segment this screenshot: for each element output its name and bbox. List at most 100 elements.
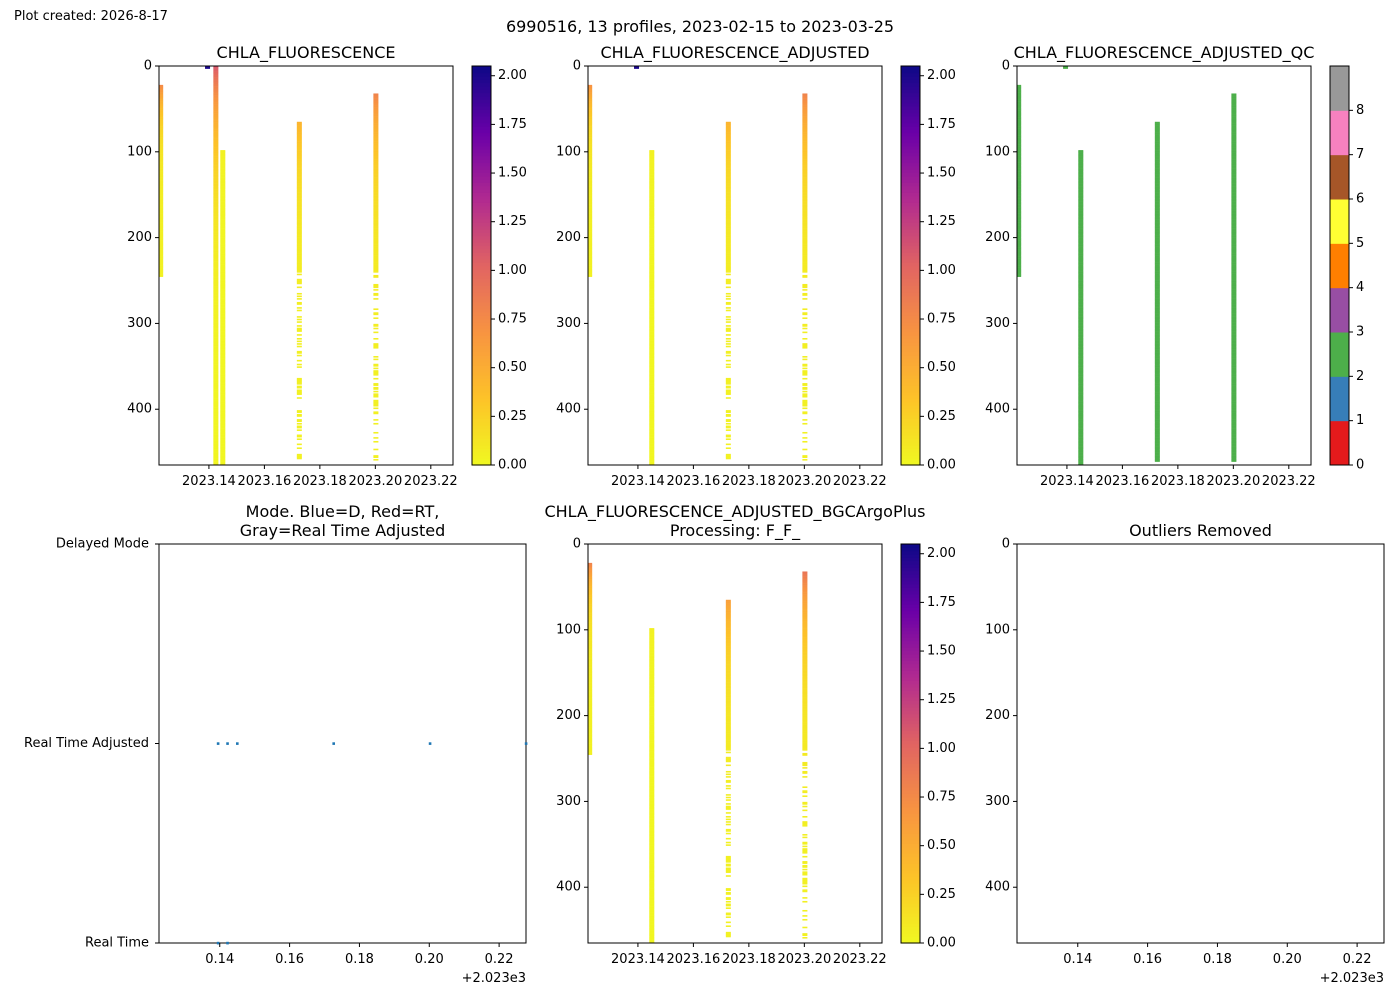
chla_adj-colorbar-band [901, 408, 920, 413]
chla-profile-cell [213, 421, 219, 423]
chla_qc-profile-cell [1017, 212, 1022, 214]
chla-profile-cell [213, 286, 219, 288]
bgc-profile-cell [649, 868, 655, 871]
chla_adj-colorbar-band [901, 455, 920, 459]
chla-profile-cell [159, 249, 164, 252]
bgc-profile-cell [649, 763, 655, 765]
chla-profile-cell [213, 412, 219, 414]
chla-colorbar-band [472, 272, 491, 277]
chla-profile-cell [220, 416, 226, 419]
chla_qc-profile-cell [1154, 153, 1160, 156]
chla_qc-profile-cell [1154, 256, 1160, 259]
chla-profile-cell [213, 454, 219, 457]
chla_qc-profile-cell [1154, 173, 1160, 175]
chla-profile-cell [213, 436, 219, 439]
bgc-profile-cell [802, 674, 808, 677]
chla-profile-cell [213, 377, 219, 380]
chla_qc-profile-cell [1231, 287, 1237, 290]
chla-profile-cell [296, 126, 302, 129]
bgc-profile-cell [588, 562, 593, 565]
chla_adj-profile-cell [588, 198, 593, 200]
chla_adj-axes-frame [587, 65, 883, 466]
chla-profile-cell [213, 292, 219, 295]
bgc-profile-cell [725, 662, 731, 665]
chla_qc-colorbar-segment [1330, 199, 1349, 244]
chla-profile-cell [159, 182, 164, 185]
chla-profile-cell [373, 394, 379, 397]
chla_qc-profile-cell [1078, 251, 1084, 254]
chla-profile-cell [373, 240, 379, 242]
chla-profile-cell [159, 131, 164, 133]
chla-profile-cell [220, 241, 226, 244]
chla_adj-profile-cell [725, 159, 731, 161]
chla-profile-cell [213, 84, 219, 86]
chla-profile-cell [373, 313, 379, 316]
chla-profile-cell [220, 229, 226, 232]
bgc-colorbar-band [901, 766, 920, 771]
bgc-profile-cell [588, 721, 593, 723]
chla-profile-cell [159, 104, 164, 106]
chla_adj-profile-cell [725, 377, 731, 380]
chla_qc-profile-cell [1154, 267, 1160, 269]
chla-colorbar-band [472, 285, 491, 290]
chla_qc-profile-cell [1078, 353, 1084, 356]
chla-profile-cell [296, 269, 302, 272]
chla-profile-cell [213, 226, 219, 229]
chla_qc-profile-cell [1154, 240, 1160, 242]
chla_adj-profile-cell [649, 246, 655, 249]
chla_adj-colorbar-band [901, 172, 920, 177]
chla_qc-profile-cell [1231, 116, 1237, 119]
chla-colorbar-band [472, 122, 491, 127]
chla_adj-colorbar-band [901, 79, 920, 84]
chla_adj-profile-cell [588, 172, 593, 174]
chla_qc-profile-cell [1017, 102, 1022, 105]
chla-profile-cell [213, 408, 219, 410]
chla_adj-profile-cell [725, 205, 731, 208]
chla_qc-profile-cell [1154, 253, 1160, 255]
chla_adj-profile-cell [725, 132, 731, 134]
chla-profile-cell [220, 356, 226, 358]
chla_adj-profile-cell [588, 115, 593, 118]
bgc-profile-cell [802, 675, 808, 678]
chla_adj-profile-cell [649, 341, 655, 344]
chla_qc-profile-cell [1231, 455, 1237, 457]
chla-profile-cell [373, 143, 379, 146]
chla-profile-cell [213, 260, 219, 262]
chla_qc-profile-cell [1231, 272, 1237, 274]
chla_qc-profile-cell [1017, 172, 1022, 174]
chla_qc-profile-cell [1017, 261, 1022, 263]
bgc-profile-cell [802, 934, 808, 937]
chla_adj-profile-cell [725, 219, 731, 222]
chla_adj-colorbar-band [901, 129, 920, 134]
chla_qc-profile-cell [1154, 430, 1160, 433]
chla-profile-cell [159, 102, 164, 105]
chla-profile-cell [213, 243, 219, 246]
bgc-profile-cell [725, 679, 731, 682]
bgc-profile-cell [802, 900, 808, 903]
bgc-ytick-label: 0 [573, 537, 581, 552]
bgc-colorbar-band [901, 773, 920, 778]
bgc-colorbar-band [901, 660, 920, 665]
chla_qc-profile-cell [1154, 184, 1160, 187]
chla_qc-profile-cell [1231, 256, 1237, 259]
chla_adj-colorbar-band [901, 345, 920, 350]
chla_qc-profile-cell [1154, 335, 1160, 338]
chla-profile-cell [213, 194, 219, 197]
chla-profile-cell [373, 411, 379, 413]
chla_adj-profile-cell [649, 215, 655, 218]
chla-profile-cell [373, 213, 379, 215]
chla_adj-profile-cell [802, 117, 808, 120]
bgc-profile-cell [802, 733, 808, 736]
chla-profile-cell [220, 426, 226, 429]
chla_adj-colorbar-tick-label: 2.00 [927, 68, 956, 83]
chla-profile-cell [296, 223, 302, 226]
chla_adj-profile-cell [725, 192, 731, 195]
chla_qc-profile-cell [1154, 245, 1160, 247]
bgc-colorbar-band [901, 544, 920, 548]
chla-colorbar-band [472, 159, 491, 164]
bgc-profile-cell [649, 912, 655, 915]
chla_qc-profile-cell [1078, 240, 1084, 242]
chla_adj-profile-cell [649, 433, 655, 435]
chla_qc-profile-cell [1231, 420, 1237, 422]
chla-profile-cell [296, 246, 302, 249]
